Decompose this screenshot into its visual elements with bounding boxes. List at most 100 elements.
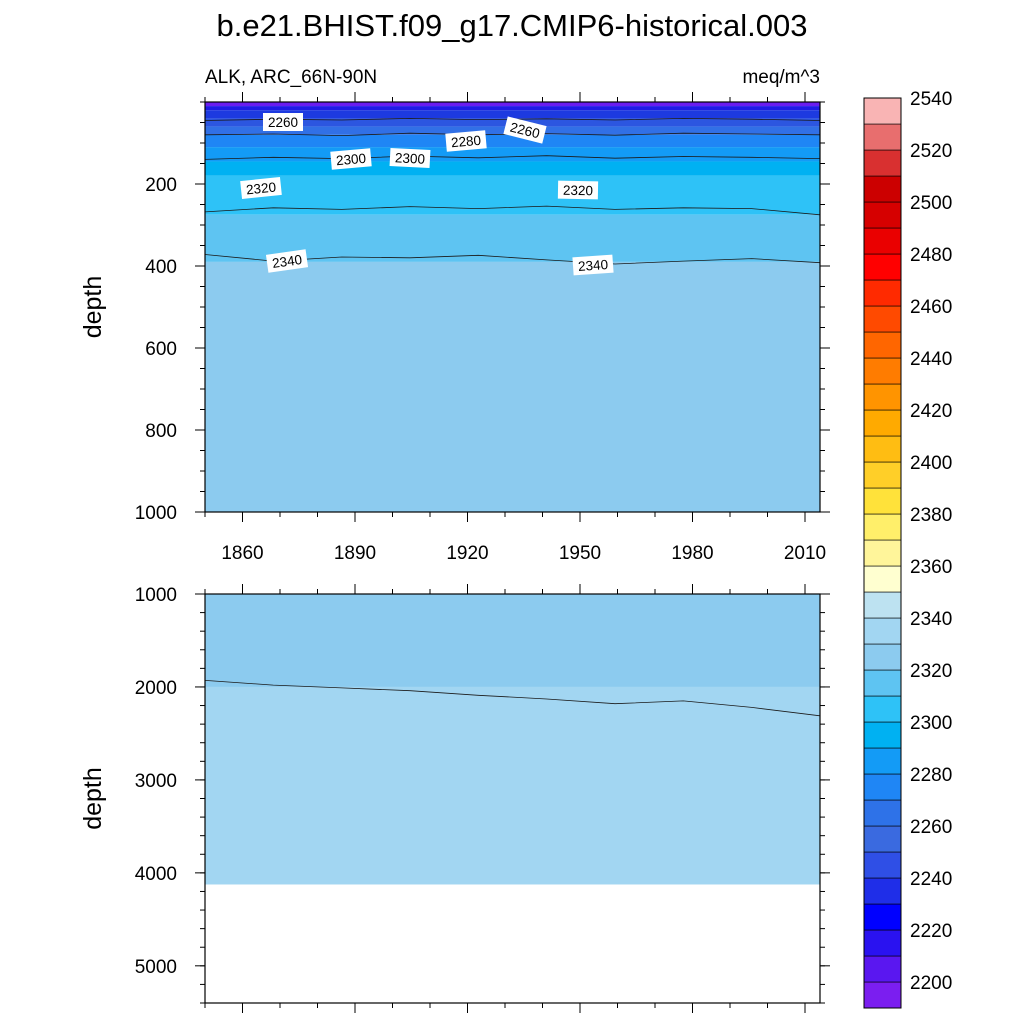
colorbar-swatch-19 [863, 487, 902, 515]
contour-line-2340-upper [204, 254, 821, 265]
colorbar-label: 2200 [910, 973, 952, 994]
x-tick-label: 1950 [559, 543, 601, 564]
colorbar-label: 2400 [910, 453, 952, 474]
colorbar-label: 2260 [910, 817, 952, 838]
colorbar-label: 2480 [910, 245, 952, 266]
colorbar-swatch-8 [863, 773, 902, 801]
units-subtitle: meq/m^3 [742, 67, 820, 88]
colorbar-label: 2360 [910, 557, 952, 578]
y-tick-label: 3000 [135, 771, 177, 792]
colorbar-swatch-6 [863, 825, 902, 853]
contour-label-box [445, 130, 487, 152]
contour-label-box [265, 249, 309, 273]
fill-band-upper-9 [205, 214, 820, 262]
colorbar-swatch-17 [863, 539, 902, 567]
chart-title: b.e21.BHIST.f09_g17.CMIP6-historical.003 [216, 8, 807, 43]
contour-label-2260: 2260 [263, 113, 303, 131]
colorbar-label: 2540 [910, 89, 952, 110]
contour-label-text: 2340 [578, 257, 609, 274]
colorbar-swatch-31 [863, 175, 902, 203]
colorbar-swatch-22 [863, 409, 902, 437]
colorbar-swatch-14 [863, 617, 902, 645]
contour-label-2280: 2280 [445, 130, 487, 152]
colorbar-swatch-0 [863, 981, 902, 1009]
fill-band-upper-2 [205, 110, 820, 119]
colorbar-swatch-23 [863, 383, 902, 411]
fill-band-lower-1 [205, 686, 820, 885]
contour-label-box [503, 116, 547, 144]
contour-label-text: 2300 [395, 150, 426, 167]
y-tick-label: 2000 [135, 678, 177, 699]
colorbar-swatch-18 [863, 513, 902, 541]
colorbar-label: 2520 [910, 141, 952, 162]
x-tick-label: 2010 [784, 543, 826, 564]
colorbar-swatch-2 [863, 929, 902, 957]
contour-label-2300: 2300 [330, 148, 372, 170]
colorbar-label: 2380 [910, 505, 952, 526]
contour-label-box [263, 113, 303, 131]
y-tick-label: 600 [145, 339, 177, 360]
fill-band-upper-10 [205, 261, 820, 512]
contour-line-2300-upper [204, 155, 821, 160]
fill-band-upper-1 [205, 106, 820, 111]
fill-band-upper-0 [205, 102, 820, 107]
panel-upper: 200 400 600 800 1000 depth [79, 92, 830, 524]
contour-line-2320-upper [204, 205, 821, 216]
colorbar-swatch-20 [863, 461, 902, 489]
contour-label-2300: 2300 [389, 147, 431, 169]
contour-label-text: 2280 [450, 133, 481, 151]
colorbar-swatch-5 [863, 851, 902, 879]
colorbar-label: 2300 [910, 713, 952, 734]
contour-label-text: 2340 [271, 252, 303, 271]
colorbar-swatch-33 [863, 123, 902, 151]
contour-label-2320: 2320 [557, 180, 599, 200]
x-tick-label: 1980 [671, 543, 713, 564]
contour-label-2340: 2340 [265, 249, 309, 273]
colorbar-swatch-27 [863, 279, 902, 307]
contour-label-2340: 2340 [572, 254, 614, 276]
colorbar-swatch-3 [863, 903, 902, 931]
y-tick-label: 5000 [135, 957, 177, 978]
colorbar-label: 2500 [910, 193, 952, 214]
colorbar-label: 2460 [910, 297, 952, 318]
colorbar-swatch-28 [863, 253, 902, 281]
colorbar-swatch-32 [863, 149, 902, 177]
contour-line-2360-lower [204, 680, 821, 717]
x-tick-label: 1890 [334, 543, 376, 564]
contour-label-box [572, 254, 614, 276]
fill-band-upper-8 [205, 175, 820, 215]
contour-label-box [240, 176, 282, 200]
colorbar-swatch-30 [863, 201, 902, 229]
colorbar-swatch-11 [863, 695, 902, 723]
colorbar-swatch-34 [863, 97, 902, 125]
panel-lower: 1000 2000 3000 4000 5000 depth [79, 584, 830, 1013]
colorbar-swatch-13 [863, 643, 902, 671]
fill-band-upper-5 [205, 134, 820, 148]
colorbar-label: 2440 [910, 349, 952, 370]
y-axis-label: depth [79, 767, 107, 830]
colorbar-swatch-4 [863, 877, 902, 905]
colorbar-label: 2280 [910, 765, 952, 786]
colorbar-swatch-24 [863, 357, 902, 385]
y-tick-label: 1000 [135, 503, 177, 524]
contour-label-box [389, 147, 431, 169]
colorbar: 2200 2220 2240 2260 2280 2300 2320 2340 2360 2380… [863, 89, 952, 1009]
contour-label-text: 2320 [563, 183, 593, 199]
colorbar-swatch-7 [863, 799, 902, 827]
colorbar-swatch-26 [863, 305, 902, 333]
y-tick-label: 4000 [135, 864, 177, 885]
colorbar-label: 2220 [910, 921, 952, 942]
colorbar-label: 2240 [910, 869, 952, 890]
y-tick-label: 400 [145, 257, 177, 278]
colorbar-swatch-25 [863, 331, 902, 359]
colorbar-frame [863, 97, 902, 1009]
colorbar-label: 2320 [910, 661, 952, 682]
colorbar-swatch-15 [863, 591, 902, 619]
colorbar-swatch-10 [863, 721, 902, 749]
colorbar-swatch-1 [863, 955, 902, 983]
contour-label-text: 2300 [335, 151, 366, 169]
colorbar-swatch-21 [863, 435, 902, 463]
y-tick-label: 1000 [135, 585, 177, 606]
colorbar-swatch-16 [863, 565, 902, 593]
